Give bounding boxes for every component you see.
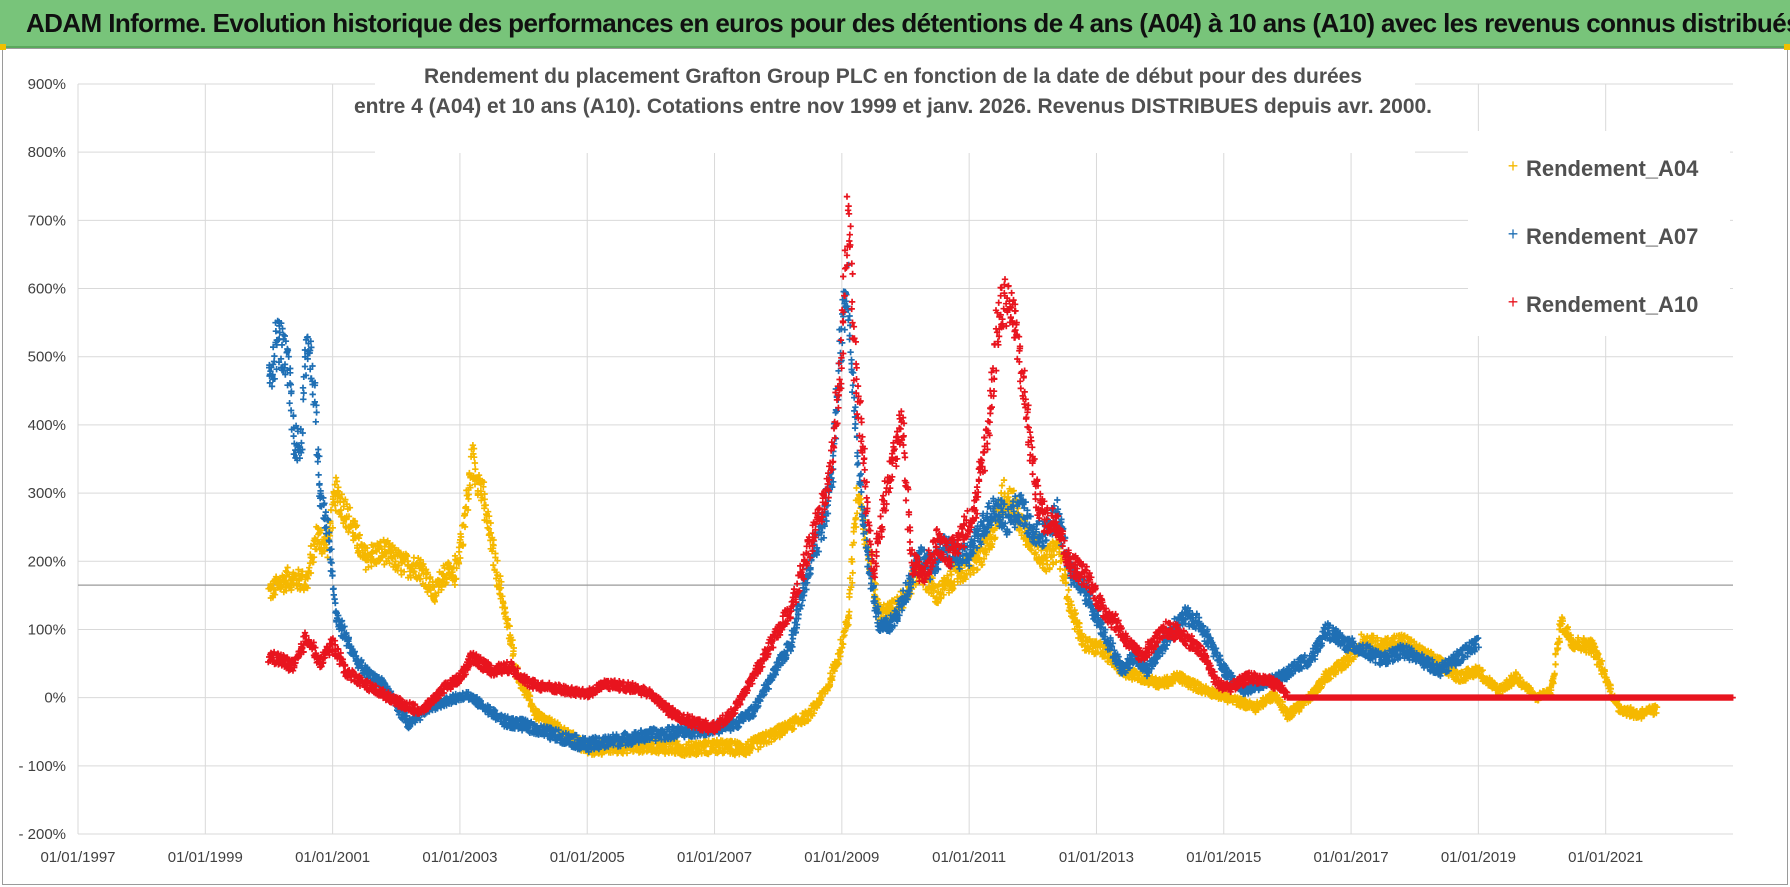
y-tick-label: 600%	[28, 281, 66, 298]
x-tick-label: 01/01/2017	[1314, 849, 1389, 866]
series-markers	[266, 261, 1482, 756]
series-markers	[265, 193, 1736, 736]
x-tick-label: 01/01/2011	[932, 849, 1006, 866]
x-tick-label: 01/01/2019	[1441, 849, 1516, 866]
y-tick-label: 700%	[28, 212, 66, 229]
title-background	[375, 71, 1415, 153]
legend-label-a10: Rendement_A10	[1526, 292, 1698, 317]
series-rendement_a10	[265, 193, 1736, 736]
series-markers	[265, 442, 1661, 759]
y-tick-label: 0%	[44, 690, 66, 707]
scatter-chart: Rendement du placement Grafton Group PLC…	[18, 65, 1736, 866]
x-tick-label: 01/01/1999	[168, 849, 243, 866]
report-banner: ADAM Informe. Evolution historique des p…	[0, 0, 1790, 48]
chart-title-line-2: entre 4 (A04) et 10 ans (A10). Cotations…	[354, 95, 1432, 118]
corner-mark-right	[1784, 44, 1790, 50]
series-rendement_a04	[265, 442, 1661, 759]
y-tick-label: 200%	[28, 553, 66, 570]
legend-label-a07: Rendement_A07	[1526, 224, 1698, 249]
axis-layer: 900% 800% 700% 600% 500% 400% 300% 200% 100% 0% - …	[18, 76, 1643, 866]
x-tick-label: 01/01/2003	[422, 849, 497, 866]
chart-area: Rendement du placement Grafton Group PLC…	[2, 48, 1788, 885]
y-tick-label: 500%	[28, 349, 66, 366]
chart-title-line-1: Rendement du placement Grafton Group PLC…	[424, 65, 1362, 88]
banner-title: ADAM Informe. Evolution historique des p…	[26, 8, 1790, 38]
y-tick-label: 300%	[28, 485, 66, 502]
x-tick-label: 01/01/1997	[40, 849, 115, 866]
chart-legend: + Rendement_A04 + Rendement_A07 + Rendem…	[1468, 131, 1730, 336]
x-tick-label: 01/01/2001	[295, 849, 370, 866]
legend-label-a04: Rendement_A04	[1526, 156, 1699, 181]
y-tick-label: 100%	[28, 621, 66, 638]
x-tick-label: 01/01/2005	[550, 849, 625, 866]
x-tick-label: 01/01/2013	[1059, 849, 1134, 866]
series-rendement_a07	[266, 261, 1482, 756]
legend-background	[1468, 131, 1730, 336]
x-tick-label: 01/01/2021	[1568, 849, 1643, 866]
y-tick-label: - 200%	[18, 826, 66, 843]
x-tick-label: 01/01/2015	[1186, 849, 1261, 866]
y-tick-label: 400%	[28, 417, 66, 434]
series-layer	[265, 193, 1736, 759]
y-tick-label: - 100%	[18, 758, 66, 775]
y-tick-label: 800%	[28, 144, 66, 161]
legend-marker-a07: +	[1508, 224, 1519, 244]
grid-layer	[77, 83, 1733, 835]
y-tick-label: 900%	[28, 76, 66, 93]
x-tick-label: 01/01/2007	[677, 849, 752, 866]
corner-mark-left	[0, 44, 6, 50]
legend-marker-a04: +	[1508, 156, 1519, 176]
x-tick-label: 01/01/2009	[804, 849, 879, 866]
legend-marker-a10: +	[1508, 292, 1519, 312]
